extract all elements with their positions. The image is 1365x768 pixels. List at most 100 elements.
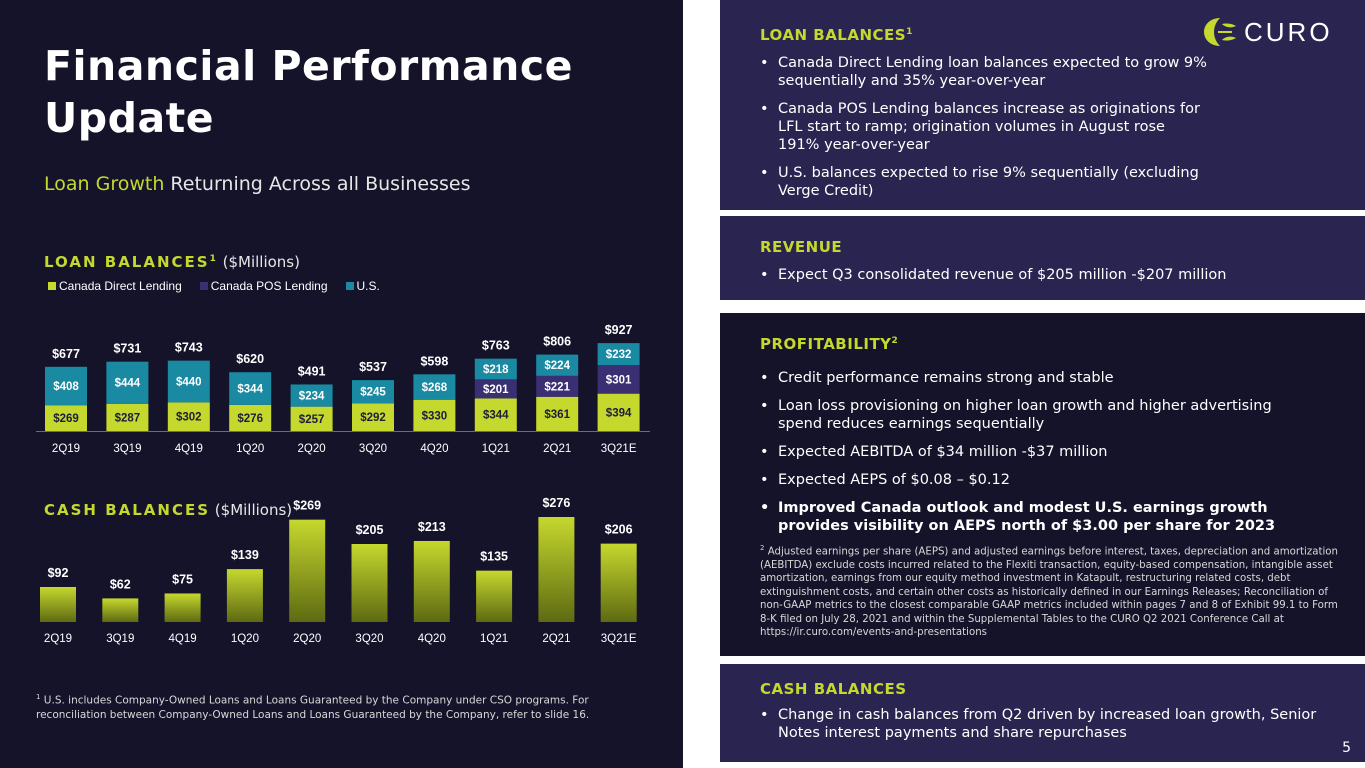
loan-box-heading-sup: 1 (906, 27, 913, 37)
loan-box-bullet: Canada Direct Lending loan balances expe… (760, 54, 1210, 90)
bar-total-label: $743 (175, 341, 203, 355)
profit-box-heading: PROFITABILITY2 (760, 335, 898, 353)
bar-segment-label: $201 (483, 384, 509, 396)
cash-bar (40, 587, 76, 622)
cash-box-heading: CASH BALANCES (760, 680, 907, 698)
loan-footnote-sup: 1 (36, 693, 41, 701)
cash-bar-label: $135 (480, 550, 508, 564)
cash-balances-chart: $92 2Q19 $62 3Q19 $75 4Q19 $139 1Q20 $269 2Q20 $20… (40, 496, 637, 645)
bar-us (290, 384, 333, 407)
bar-us (352, 380, 394, 404)
bar-us (413, 374, 456, 400)
legend-swatch-canada-pos (199, 282, 208, 290)
bar-segment-label: $218 (483, 364, 509, 376)
x-tick-label: 1Q21 (480, 633, 508, 645)
bar-canada-direct (352, 403, 394, 431)
loan-balances-chart: $269 $408 $677 2Q19 $287 $444 $731 3Q19 $302 $440… (36, 323, 650, 455)
x-tick-label: 4Q19 (169, 633, 197, 645)
bar-segment-label: $276 (237, 413, 263, 425)
legend-item-us: U.S. (345, 279, 380, 293)
profit-box-heading-text: PROFITABILITY (760, 335, 892, 353)
bar-canada-direct (290, 406, 333, 431)
bar-canada-direct (106, 403, 149, 431)
cash-bar-label: $139 (231, 548, 259, 562)
loan-footnote-text: U.S. includes Company-Owned Loans and Lo… (36, 694, 590, 721)
bar-segment-label: $330 (422, 410, 448, 422)
loan-box-bullets: Canada Direct Lending loan balances expe… (760, 54, 1210, 210)
loan-balances-box: LOAN BALANCES1 Canada Direct Lending loa… (720, 0, 1365, 210)
x-tick-label: 2Q21 (543, 443, 571, 455)
cash-bar-label: $269 (293, 499, 321, 513)
profit-box-bullet: Credit performance remains strong and st… (760, 369, 1320, 387)
loan-chart-heading-sup: 1 (209, 254, 218, 264)
cash-chart-heading: CASH BALANCES ($Millions) (44, 501, 292, 519)
x-tick-label: 4Q19 (175, 443, 203, 455)
bar-segment-label: $221 (544, 381, 570, 393)
curo-logo-icon (1204, 18, 1236, 46)
bar-us (106, 361, 149, 404)
profit-box-bullet: Loan loss provisioning on higher loan gr… (760, 397, 1320, 433)
cash-bar-label: $276 (542, 496, 570, 510)
curo-logo: CURO (1202, 16, 1333, 48)
subtitle-rest: Returning Across all Businesses (164, 173, 471, 195)
profit-box-bullet: Expected AEBITDA of $34 million -$37 mil… (760, 443, 1320, 461)
profit-box-heading-sup: 2 (891, 336, 899, 346)
bar-segment-label: $440 (176, 377, 202, 389)
x-tick-label: 2Q21 (542, 633, 570, 645)
bar-segment-label: $344 (483, 410, 509, 422)
bar-us (536, 354, 579, 376)
revenue-box-bullets: Expect Q3 consolidated revenue of $205 m… (760, 266, 1340, 294)
page-number: 5 (1342, 740, 1351, 756)
profit-footnote-text: Adjusted earnings per share (AEPS) and a… (760, 546, 1338, 639)
loan-box-bullet: U.S. balances expected to rise 9% sequen… (760, 164, 1210, 200)
bar-total-label: $620 (236, 352, 264, 366)
cash-bar (600, 543, 637, 622)
legend-item-canada-pos: Canada POS Lending (199, 279, 328, 293)
legend-label-canada-direct: Canada Direct Lending (59, 279, 182, 293)
cash-bar-label: $75 (172, 572, 193, 586)
legend-swatch-canada-direct (48, 282, 56, 290)
cash-bar (102, 598, 139, 622)
bar-segment-label: $408 (53, 381, 79, 393)
x-tick-label: 3Q21E (601, 443, 637, 455)
loan-box-bullet: Canada POS Lending balances increase as … (760, 100, 1210, 154)
x-tick-label: 2Q19 (44, 633, 72, 645)
revenue-box-bullet: Expect Q3 consolidated revenue of $205 m… (760, 266, 1340, 284)
x-tick-label: 1Q21 (482, 443, 510, 455)
bar-total-label: $537 (359, 360, 387, 374)
bar-segment-label: $268 (422, 382, 448, 394)
legend-label-us: U.S. (356, 279, 380, 293)
bar-segment-label: $245 (360, 387, 386, 399)
bar-total-label: $806 (543, 335, 571, 349)
bar-us (229, 372, 272, 405)
bar-segment-label: $287 (115, 412, 141, 424)
page-subtitle: Loan Growth Returning Across all Busines… (44, 173, 470, 195)
profit-footnote-sup: 2 (760, 544, 765, 552)
bar-segment-label: $361 (544, 409, 570, 421)
bar-segment-label: $224 (544, 360, 570, 372)
page-title: Financial Performance Update (44, 42, 573, 142)
x-tick-label: 2Q20 (293, 633, 321, 645)
bar-canada-direct (413, 399, 456, 431)
bar-us (597, 343, 640, 366)
x-tick-label: 2Q20 (298, 443, 326, 455)
bar-segment-label: $232 (606, 349, 632, 361)
cash-bar (351, 544, 388, 622)
x-tick-label: 1Q20 (231, 633, 259, 645)
cash-bar (538, 517, 575, 622)
profit-box-bullet: Improved Canada outlook and modest U.S. … (760, 499, 1320, 535)
bar-canada-direct (45, 405, 87, 431)
left-panel: Financial Performance Update Loan Growth… (0, 0, 683, 768)
cash-bar-label: $62 (110, 577, 131, 591)
x-tick-label: 3Q19 (113, 443, 141, 455)
x-tick-label: 3Q20 (359, 443, 387, 455)
legend-swatch-us (345, 282, 354, 290)
bar-canada-pos (536, 375, 579, 397)
cash-balances-box: CASH BALANCES Change in cash balances fr… (720, 664, 1365, 762)
x-tick-label: 4Q20 (420, 443, 448, 455)
x-tick-label: 3Q21E (601, 633, 637, 645)
bar-canada-pos (474, 379, 517, 399)
cash-box-bullets: Change in cash balances from Q2 driven b… (760, 706, 1320, 752)
profit-box-bullet: Expected AEPS of $0.08 – $0.12 (760, 471, 1320, 489)
cash-bar-label: $206 (605, 523, 633, 537)
